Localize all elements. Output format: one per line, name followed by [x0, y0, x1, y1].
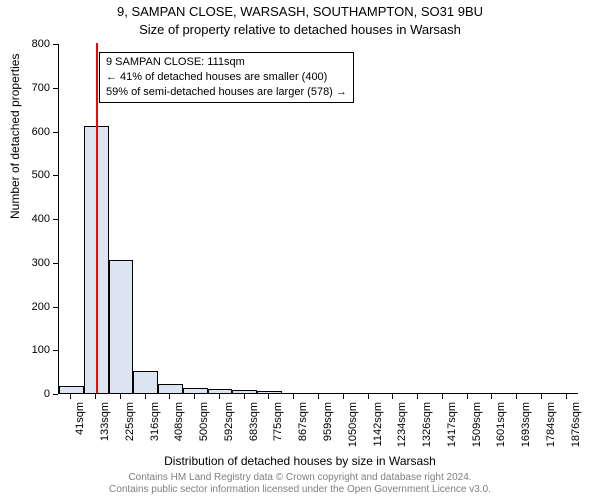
x-tick [392, 394, 393, 399]
x-tick-label: 1234sqm [396, 402, 408, 447]
x-tick [70, 394, 71, 399]
x-tick [120, 394, 121, 399]
x-tick [491, 394, 492, 399]
y-tick-label: 0 [44, 388, 50, 400]
y-tick-label: 200 [32, 301, 50, 313]
x-tick-label: 1784sqm [545, 402, 557, 447]
footer-line: Contains HM Land Registry data © Crown c… [0, 472, 600, 484]
x-tick-label: 133sqm [99, 402, 111, 441]
y-tick [53, 307, 58, 308]
histogram-bar [109, 260, 134, 393]
x-tick [318, 394, 319, 399]
x-tick [516, 394, 517, 399]
y-tick [53, 263, 58, 264]
x-tick-label: 775sqm [272, 402, 284, 441]
callout-line: 9 SAMPAN CLOSE: 111sqm [106, 55, 347, 70]
y-tick [53, 44, 58, 45]
plot-area: 9 SAMPAN CLOSE: 111sqm ← 41% of detached… [58, 44, 578, 394]
y-tick [53, 219, 58, 220]
y-tick-label: 800 [32, 38, 50, 50]
footer-line: Contains public sector information licen… [0, 484, 600, 496]
x-tick [95, 394, 96, 399]
histogram-bar [183, 388, 208, 393]
y-tick-label: 500 [32, 169, 50, 181]
footer-attribution: Contains HM Land Registry data © Crown c… [0, 472, 600, 496]
x-tick [368, 394, 369, 399]
x-tick-label: 1601sqm [495, 402, 507, 447]
chart-title-address: 9, SAMPAN CLOSE, WARSASH, SOUTHAMPTON, S… [0, 4, 600, 19]
x-tick-label: 1693sqm [520, 402, 532, 447]
x-tick [467, 394, 468, 399]
x-tick-label: 500sqm [198, 402, 210, 441]
x-tick [145, 394, 146, 399]
y-tick-label: 600 [32, 126, 50, 138]
histogram-bar [133, 371, 158, 393]
y-tick [53, 394, 58, 395]
histogram-bar [257, 391, 282, 393]
y-tick-label: 100 [32, 344, 50, 356]
x-tick-label: 1876sqm [570, 402, 582, 447]
x-tick-label: 1050sqm [347, 402, 359, 447]
y-tick [53, 88, 58, 89]
y-tick-label: 400 [32, 213, 50, 225]
callout-box: 9 SAMPAN CLOSE: 111sqm ← 41% of detached… [99, 52, 354, 103]
x-tick-label: 1326sqm [421, 402, 433, 447]
x-tick-label: 225sqm [124, 402, 136, 441]
x-tick [343, 394, 344, 399]
x-tick-label: 592sqm [223, 402, 235, 441]
x-tick [194, 394, 195, 399]
x-axis-label: Distribution of detached houses by size … [0, 454, 600, 468]
histogram-bar [59, 386, 84, 393]
x-tick-label: 867sqm [297, 402, 309, 441]
x-tick [169, 394, 170, 399]
x-tick [268, 394, 269, 399]
x-tick [244, 394, 245, 399]
x-tick-label: 1142sqm [372, 402, 384, 446]
x-tick [417, 394, 418, 399]
x-tick-label: 1509sqm [471, 402, 483, 447]
x-tick-label: 41sqm [74, 402, 86, 435]
callout-line: ← 41% of detached houses are smaller (40… [106, 70, 347, 85]
y-tick-label: 300 [32, 257, 50, 269]
y-tick-label: 700 [32, 82, 50, 94]
x-tick [541, 394, 542, 399]
callout-line: 59% of semi-detached houses are larger (… [106, 85, 347, 100]
y-axis-label: Number of detached properties [8, 54, 22, 219]
x-tick [219, 394, 220, 399]
x-tick [442, 394, 443, 399]
y-tick [53, 350, 58, 351]
y-tick [53, 132, 58, 133]
y-tick [53, 175, 58, 176]
histogram-bar [208, 389, 233, 393]
x-tick-label: 1417sqm [446, 402, 458, 447]
x-tick-label: 959sqm [322, 402, 334, 441]
histogram-bar [158, 384, 183, 393]
x-tick-label: 408sqm [173, 402, 185, 441]
x-tick [293, 394, 294, 399]
chart-subtitle: Size of property relative to detached ho… [0, 22, 600, 37]
x-tick [566, 394, 567, 399]
histogram-bar [232, 390, 257, 394]
x-tick-label: 683sqm [248, 402, 260, 441]
x-tick-label: 316sqm [149, 402, 161, 441]
